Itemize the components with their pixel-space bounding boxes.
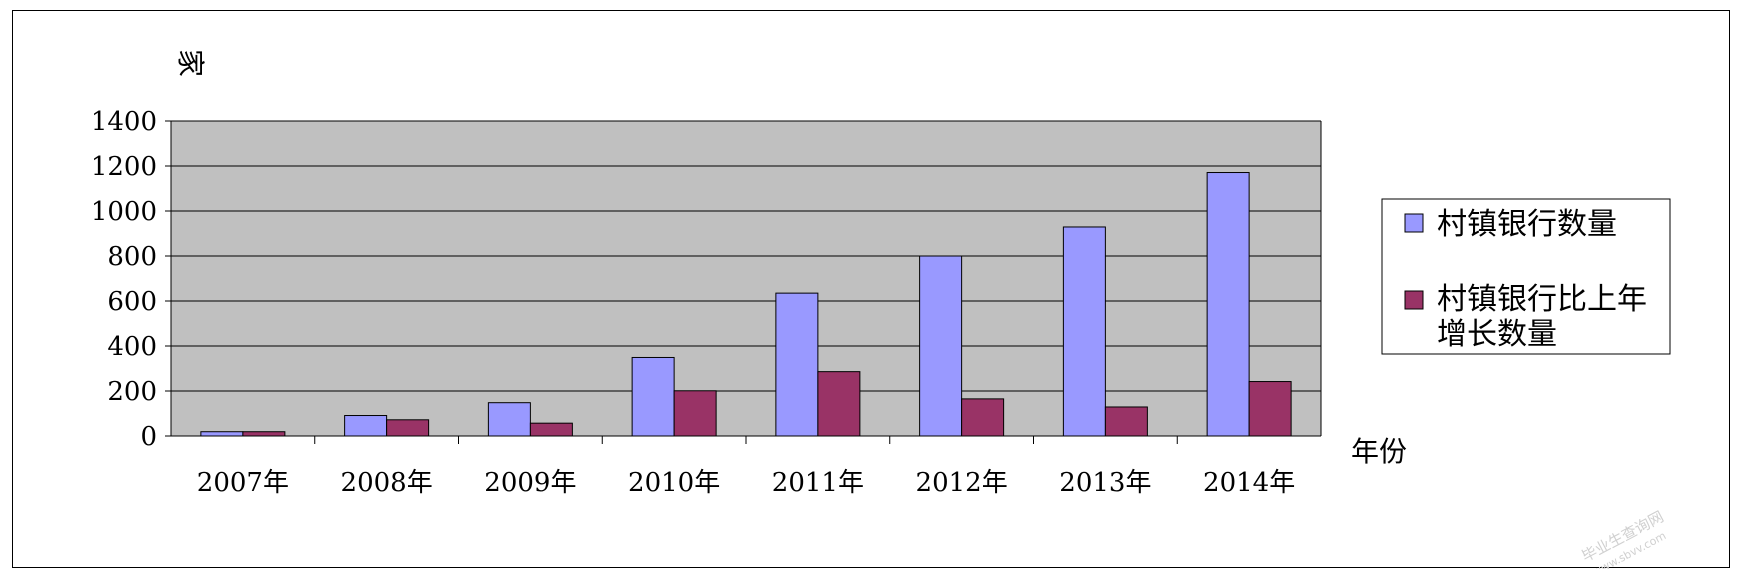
bar-series-2-2014年 xyxy=(1248,381,1292,437)
y-tick-label: 200 xyxy=(107,377,157,407)
y-tick-label: 1000 xyxy=(91,197,157,227)
bar-series-1-2012年 xyxy=(919,255,963,437)
legend-swatch-series-1 xyxy=(1404,213,1424,233)
gridlines xyxy=(171,120,1322,436)
bar-series-2-2008年 xyxy=(386,419,430,437)
bar-series-2-2009年 xyxy=(529,422,573,437)
legend-box xyxy=(1381,198,1671,355)
bar-series-1-2007年 xyxy=(200,431,244,437)
x-axis-label: 年份 xyxy=(1351,435,1407,468)
x-tick-label: 2008年 xyxy=(341,468,433,498)
x-tick-label: 2007年 xyxy=(197,468,289,498)
chart-frame: 0 200 400 600 800 1000 1200 1400 2007年 2008年 2009… xyxy=(12,10,1730,569)
x-tick-label: 2009年 xyxy=(484,468,576,498)
bar-series-2-2011年 xyxy=(817,371,861,437)
legend-label-series-1: 村镇银行数量 xyxy=(1437,207,1617,242)
x-tick-label: 2013年 xyxy=(1059,468,1151,498)
watermark: 毕业生查询网 www.sbvv.com xyxy=(1579,508,1669,569)
bar-series-1-2013年 xyxy=(1062,226,1106,437)
x-axis-ticks: 2007年 2008年 2009年 2010年 2011年 2012年 2013年 2014年 xyxy=(197,436,1295,498)
legend-label-series-2-line-1: 村镇银行比上年 xyxy=(1437,282,1647,317)
bar-series-1-2011年 xyxy=(775,292,819,437)
bar-series-2-2007年 xyxy=(242,431,286,437)
legend-label-series-2-line-2: 增长数量 xyxy=(1437,317,1557,352)
legend: 村镇银行数量 村镇银行比上年 增长数量 xyxy=(1381,198,1671,355)
y-axis-label: 家 xyxy=(174,49,207,77)
x-tick-label: 2012年 xyxy=(916,468,1008,498)
y-tick-label: 800 xyxy=(107,242,157,272)
y-tick-label: 0 xyxy=(140,422,157,452)
y-tick-label: 1200 xyxy=(91,152,157,182)
bars xyxy=(200,172,1292,437)
x-tick-label: 2011年 xyxy=(772,468,864,498)
y-tick-label: 600 xyxy=(107,287,157,317)
bar-series-2-2013年 xyxy=(1104,406,1148,437)
y-tick-label: 400 xyxy=(107,332,157,362)
x-tick-label: 2010年 xyxy=(628,468,720,498)
y-tick-label: 1400 xyxy=(91,107,157,137)
x-tick-label: 2014年 xyxy=(1203,468,1295,498)
bar-series-1-2008年 xyxy=(344,415,388,437)
bar-series-2-2010年 xyxy=(673,390,717,437)
plot-area xyxy=(171,121,1321,436)
bar-series-1-2010年 xyxy=(631,356,675,437)
bar-series-1-2014年 xyxy=(1206,172,1250,437)
legend-swatch-series-2 xyxy=(1404,290,1424,310)
y-axis-ticks: 0 200 400 600 800 1000 1200 1400 xyxy=(91,107,171,452)
bar-series-2-2012年 xyxy=(961,398,1005,437)
bar-series-1-2009年 xyxy=(487,402,531,437)
bar-chart: 0 200 400 600 800 1000 1200 1400 2007年 2008年 2009… xyxy=(91,49,1671,569)
